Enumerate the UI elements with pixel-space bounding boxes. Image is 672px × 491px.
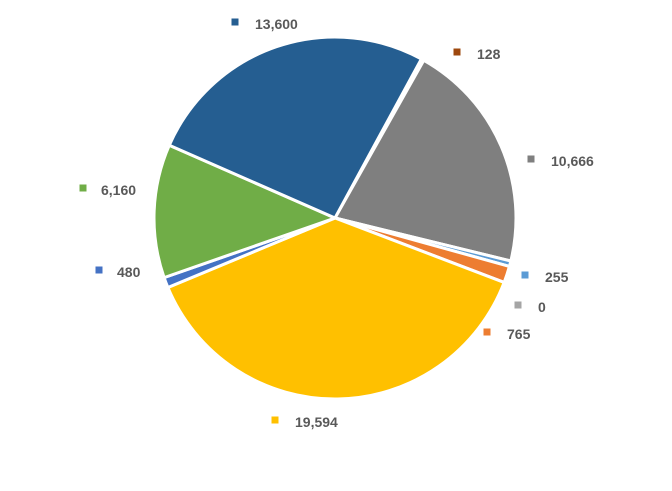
data-label-text: 6,160 bbox=[101, 182, 136, 198]
legend-key-square bbox=[231, 18, 239, 26]
legend-key-square bbox=[79, 184, 87, 192]
legend-key-square bbox=[483, 328, 491, 336]
legend-key-square bbox=[453, 48, 461, 56]
slice-10666 bbox=[333, 58, 518, 263]
data-label-6160: 6,160 bbox=[79, 182, 136, 198]
data-label-text: 765 bbox=[507, 326, 531, 342]
data-label-text: 0 bbox=[538, 299, 546, 315]
slice-6160 bbox=[152, 143, 337, 280]
data-label-text: 10,666 bbox=[551, 153, 594, 169]
data-label-255: 255 bbox=[521, 269, 569, 285]
data-label-text: 480 bbox=[117, 264, 141, 280]
data-label-text: 19,594 bbox=[295, 414, 338, 430]
data-label-text: 128 bbox=[477, 46, 501, 62]
slice-19594 bbox=[166, 216, 506, 401]
legend-key-square bbox=[514, 301, 522, 309]
data-label-19594: 19,594 bbox=[271, 414, 338, 430]
slice-13600 bbox=[167, 35, 423, 220]
data-label-480: 480 bbox=[95, 264, 141, 280]
data-label-10666: 10,666 bbox=[527, 153, 594, 169]
legend-key-square bbox=[527, 155, 535, 163]
data-label-128: 128 bbox=[453, 46, 501, 62]
legend-key-square bbox=[521, 271, 529, 279]
data-label-text: 13,600 bbox=[255, 16, 298, 32]
data-label-765: 765 bbox=[483, 326, 531, 342]
legend-key-square bbox=[271, 416, 279, 424]
data-label-13600: 13,600 bbox=[231, 16, 298, 32]
data-label-text: 255 bbox=[545, 269, 569, 285]
data-label-0: 0 bbox=[514, 299, 546, 315]
legend-key-square bbox=[95, 266, 103, 274]
data-labels: 128 10,666 255 0 765 19,594 480 6,160 13,600 bbox=[79, 16, 594, 430]
pie-slices bbox=[152, 35, 518, 401]
